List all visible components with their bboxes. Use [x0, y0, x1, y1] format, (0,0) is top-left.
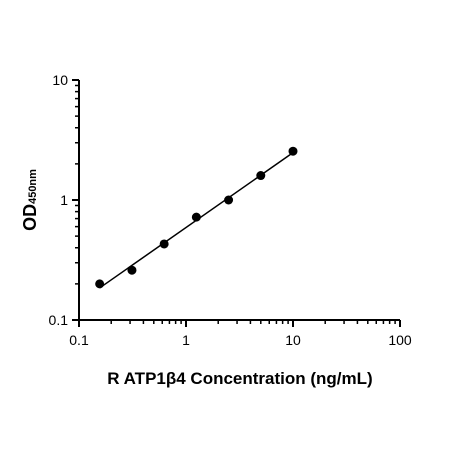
- data-point: [288, 146, 298, 156]
- data-point: [191, 212, 201, 222]
- y-tick-label: 10: [52, 72, 68, 88]
- x-axis: 0.1 1 10 100: [69, 319, 412, 348]
- data-point: [256, 171, 266, 181]
- data-points: [95, 146, 298, 289]
- y-axis-label: OD450nm: [20, 169, 40, 231]
- y-axis-label-main: OD: [20, 204, 40, 231]
- data-point: [95, 279, 105, 289]
- x-tick-label: 0.1: [69, 332, 89, 348]
- data-point: [127, 265, 137, 275]
- data-point: [224, 195, 234, 205]
- x-axis-label: R ATP1β4 Concentration (ng/mL): [107, 369, 372, 388]
- y-axis: 0.1 1 10: [49, 72, 80, 328]
- data-point: [159, 239, 169, 249]
- y-tick-label: 1: [60, 192, 68, 208]
- x-ticks: 0.1 1 10 100: [69, 320, 412, 348]
- x-tick-label: 10: [285, 332, 301, 348]
- y-tick-label: 0.1: [49, 312, 69, 328]
- x-tick-label: 100: [388, 332, 412, 348]
- x-tick-label: 1: [182, 332, 190, 348]
- y-axis-label-subscript: 450nm: [27, 169, 39, 204]
- y-ticks: 0.1 1 10: [49, 72, 79, 328]
